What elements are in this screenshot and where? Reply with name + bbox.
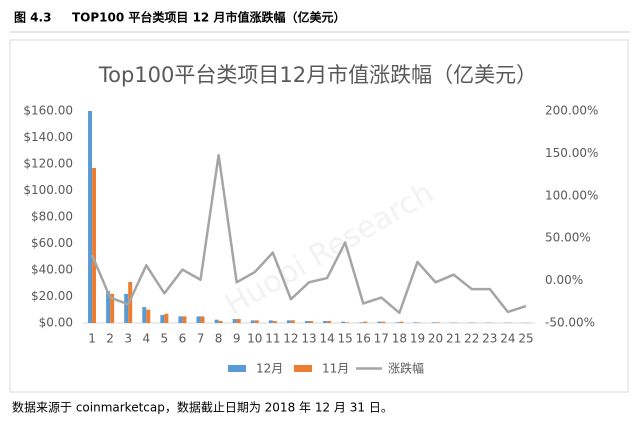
y-tick-label: $20.00: [31, 289, 73, 303]
figure-title: TOP100 平台类项目 12 月市值涨跌幅（亿美元）: [72, 10, 345, 25]
x-tick-label: 23: [482, 332, 497, 346]
bar: [436, 322, 440, 323]
bar: [432, 322, 436, 323]
bar: [309, 321, 313, 323]
y2-tick-label: 100.00%: [545, 188, 598, 202]
bar: [305, 321, 309, 323]
bar: [92, 168, 96, 323]
bar: [381, 322, 385, 323]
bar: [341, 322, 345, 323]
bar: [124, 294, 128, 323]
x-tick-label: 8: [215, 332, 223, 346]
bar: [287, 320, 291, 323]
y-tick-label: $0.00: [39, 316, 73, 330]
x-tick-label: 11: [265, 332, 280, 346]
line-series: [92, 155, 526, 313]
y2-tick-label: -50.00%: [545, 316, 595, 330]
x-tick-label: 18: [392, 332, 407, 346]
x-tick-label: 13: [301, 332, 316, 346]
y-tick-label: $160.00: [23, 104, 73, 118]
watermark: Huobi Research: [219, 175, 440, 323]
x-tick-label: 14: [319, 332, 334, 346]
bar: [255, 320, 259, 323]
x-tick-label: 24: [500, 332, 515, 346]
bar: [237, 319, 241, 323]
bar: [215, 320, 219, 323]
legend-swatch: [228, 365, 246, 372]
bar: [142, 307, 146, 323]
x-tick-label: 10: [247, 332, 262, 346]
figure-number: 图 4.3: [14, 11, 51, 25]
bar: [359, 322, 363, 323]
legend-label: 12月: [256, 362, 283, 376]
bar: [413, 322, 417, 323]
x-tick-label: 5: [161, 332, 169, 346]
y2-tick-label: 50.00%: [545, 231, 591, 245]
x-tick-label: 6: [179, 332, 187, 346]
bar: [291, 320, 295, 323]
bar: [178, 316, 182, 323]
y-tick-label: $80.00: [31, 210, 73, 224]
bar: [345, 322, 349, 323]
bar: [327, 321, 331, 323]
legend-label: 涨跌幅: [388, 361, 424, 376]
bar: [160, 315, 164, 323]
y-tick-label: $60.00: [31, 236, 73, 250]
x-tick-label: 9: [233, 332, 241, 346]
x-tick-label: 7: [197, 332, 205, 346]
bar: [164, 314, 168, 323]
x-tick-label: 17: [374, 332, 389, 346]
y-tick-label: $120.00: [23, 157, 73, 171]
y2-tick-label: 0.00%: [545, 273, 583, 287]
x-tick-label: 20: [428, 332, 443, 346]
x-tick-label: 3: [124, 332, 132, 346]
bar: [323, 321, 327, 323]
y-tick-label: $140.00: [23, 130, 73, 144]
footer-note: 数据来源于 coinmarketcap，数据截止日期为 2018 年 12 月 …: [12, 400, 393, 415]
y2-tick-label: 200.00%: [545, 104, 598, 118]
bar: [197, 316, 201, 323]
bar: [395, 322, 399, 323]
y-tick-label: $100.00: [23, 183, 73, 197]
y2-tick-label: 150.00%: [545, 146, 598, 160]
bar: [88, 111, 92, 323]
bar: [233, 319, 237, 323]
x-tick-label: 12: [283, 332, 298, 346]
x-tick-label: 16: [356, 332, 371, 346]
x-tick-label: 21: [446, 332, 461, 346]
bar: [273, 321, 277, 323]
x-tick-label: 25: [518, 332, 533, 346]
bar: [146, 310, 150, 323]
bar: [269, 320, 273, 323]
bar: [363, 322, 367, 323]
chart-title: Top100平台类项目12月市值涨跌幅（亿美元）: [98, 63, 537, 87]
y-tick-label: $40.00: [31, 263, 73, 277]
x-tick-label: 2: [106, 332, 114, 346]
bar: [201, 316, 205, 323]
x-tick-label: 22: [464, 332, 479, 346]
bar: [251, 320, 255, 323]
x-tick-label: 19: [410, 332, 425, 346]
legend-label: 11月: [322, 362, 349, 376]
x-tick-label: 4: [142, 332, 150, 346]
bar: [377, 322, 381, 323]
x-tick-label: 1: [88, 332, 96, 346]
x-tick-label: 15: [338, 332, 353, 346]
bar: [399, 322, 403, 323]
bar: [219, 321, 223, 323]
bar: [182, 316, 186, 323]
legend-swatch: [294, 365, 312, 372]
